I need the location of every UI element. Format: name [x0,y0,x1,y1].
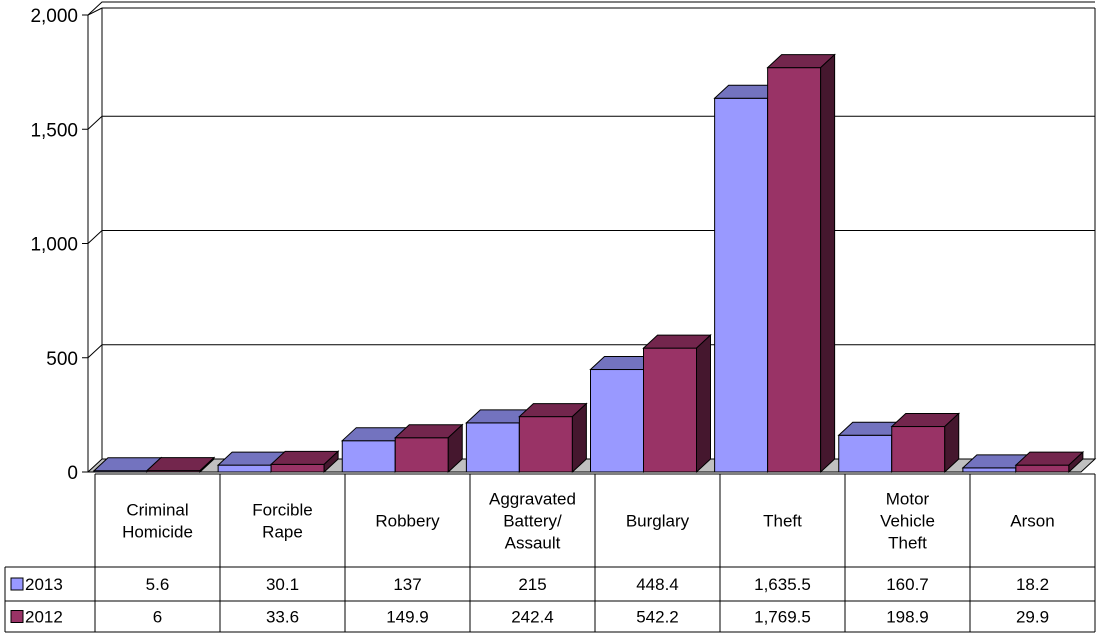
bar-2012-7 [1014,451,1085,474]
bar-front [643,347,697,473]
data-label: 448.4 [636,575,679,594]
bar-front [962,467,1017,473]
category-label-line: Criminal [126,501,188,520]
bar-2012-6 [890,412,961,474]
data-label: 1,769.5 [754,608,811,627]
bar-front [590,369,644,473]
data-label: 33.6 [266,608,299,627]
category-label-line: Battery/ [503,512,562,531]
bar-2012-0 [145,456,216,474]
category-label-line: Arson [1010,512,1054,531]
bar-front [341,440,396,473]
category-label-line: Motor [886,490,930,509]
data-label: 1,635.5 [754,575,811,594]
y-tick-label: 1,000 [30,235,78,256]
bar-side [696,333,711,474]
bar-side [1068,451,1084,474]
category-label-line: Assault [505,534,561,553]
category-label: Arson [1010,512,1054,531]
data-label: 542.2 [636,608,679,627]
bar-2012-4 [642,333,712,474]
y-axis-line [87,7,103,472]
bar-front [270,463,325,473]
category-label: Burglary [626,512,690,531]
y-tick-label: 500 [46,349,78,370]
legend-key-2013 [10,577,24,591]
category-label-line: Forcible [252,501,312,520]
category-label-line: Aggravated [489,490,576,509]
bar-side [447,423,463,474]
category-label-line: Robbery [375,512,440,531]
series-name: 2012 [25,608,63,627]
category-label-line: Rape [262,523,303,542]
bar-2012-5 [766,53,836,474]
data-label: 137 [393,575,421,594]
data-label: 5.6 [146,575,170,594]
bar-front [465,422,520,473]
bar-front [518,416,573,473]
category-label: Theft [763,512,802,531]
category-label-line: Vehicle [880,512,935,531]
series-name: 2013 [25,575,63,594]
bar-front [767,67,822,473]
bar-side [571,402,587,474]
bar-side [820,53,836,474]
bar-2012-1 [269,450,340,474]
data-label: 30.1 [266,575,299,594]
gridline [87,230,1095,244]
gridline [87,344,1095,359]
data-label: 198.9 [886,608,929,627]
bar-front [1015,464,1070,473]
category-label: Motor Vehicle Theft [880,490,935,553]
bar-side [199,456,215,474]
y-tick-label: 2,000 [30,6,78,27]
bar-front [217,464,272,473]
data-label: 215 [518,575,546,594]
bar-2013-5 [713,84,783,474]
data-label: 149.9 [386,608,429,627]
data-label: 242.4 [511,608,554,627]
bar-front [838,434,893,473]
category-label: Criminal Homicide [122,501,193,542]
y-tick-label: 0 [67,463,78,484]
data-label: 29.9 [1016,608,1049,627]
category-label: Robbery [375,512,440,531]
category-label-line: Theft [763,512,802,531]
bar-side [323,450,339,474]
bar-front [714,97,769,473]
category-label-line: Burglary [626,512,690,531]
bar-front [891,426,946,473]
category-label: Aggravated Battery/Assault [489,490,576,553]
bar-front [394,437,449,473]
data-label: 160.7 [886,575,929,594]
bar-2012-2 [393,423,464,474]
category-label-line: Homicide [122,523,193,542]
y-tick-label: 1,500 [30,120,78,141]
data-label: 18.2 [1016,575,1049,594]
category-label-line: Theft [888,534,927,553]
bar-2012-3 [518,402,588,474]
gridline [87,115,1095,130]
data-label: 6 [153,608,162,627]
gridline [87,1,1095,16]
bar-side [944,412,960,474]
category-label: Forcible Rape [252,501,312,542]
legend-key-2012 [10,610,24,623]
